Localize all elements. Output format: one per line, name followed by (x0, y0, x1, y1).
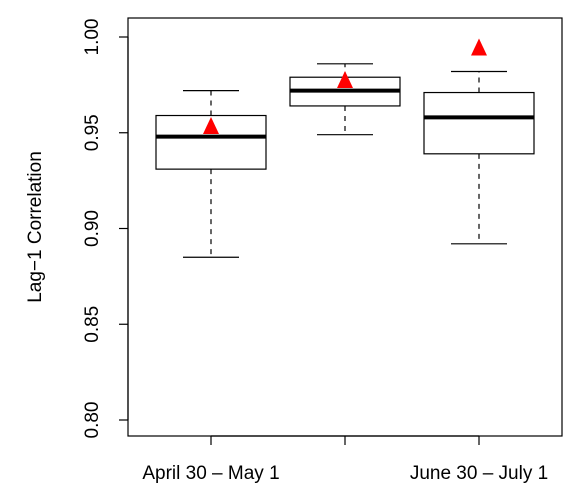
x-tick-label: April 30 – May 1 (142, 463, 279, 484)
y-tick-label: 1.00 (82, 19, 103, 56)
box-2 (289, 63, 401, 136)
marker-triangle (203, 117, 219, 135)
y-axis-title: Lag−1 Correlation (25, 151, 46, 303)
y-tick-label: 0.95 (82, 114, 103, 151)
box-1 (155, 90, 267, 258)
x-tick-label: June 30 – July 1 (410, 463, 548, 484)
marker-triangle (471, 38, 487, 56)
box-body (423, 91, 535, 155)
x-axis: April 30 – May 1 June 30 – July 1 (142, 435, 548, 484)
y-tick-label: 0.85 (82, 306, 103, 343)
y-tick-label: 0.80 (82, 402, 103, 439)
box-3 (423, 38, 535, 245)
marker-triangle (337, 71, 353, 89)
boxes-group (155, 38, 535, 258)
y-tick-label: 0.90 (82, 210, 103, 247)
y-axis: 0.80 0.85 0.90 0.95 1.00 (82, 19, 129, 439)
